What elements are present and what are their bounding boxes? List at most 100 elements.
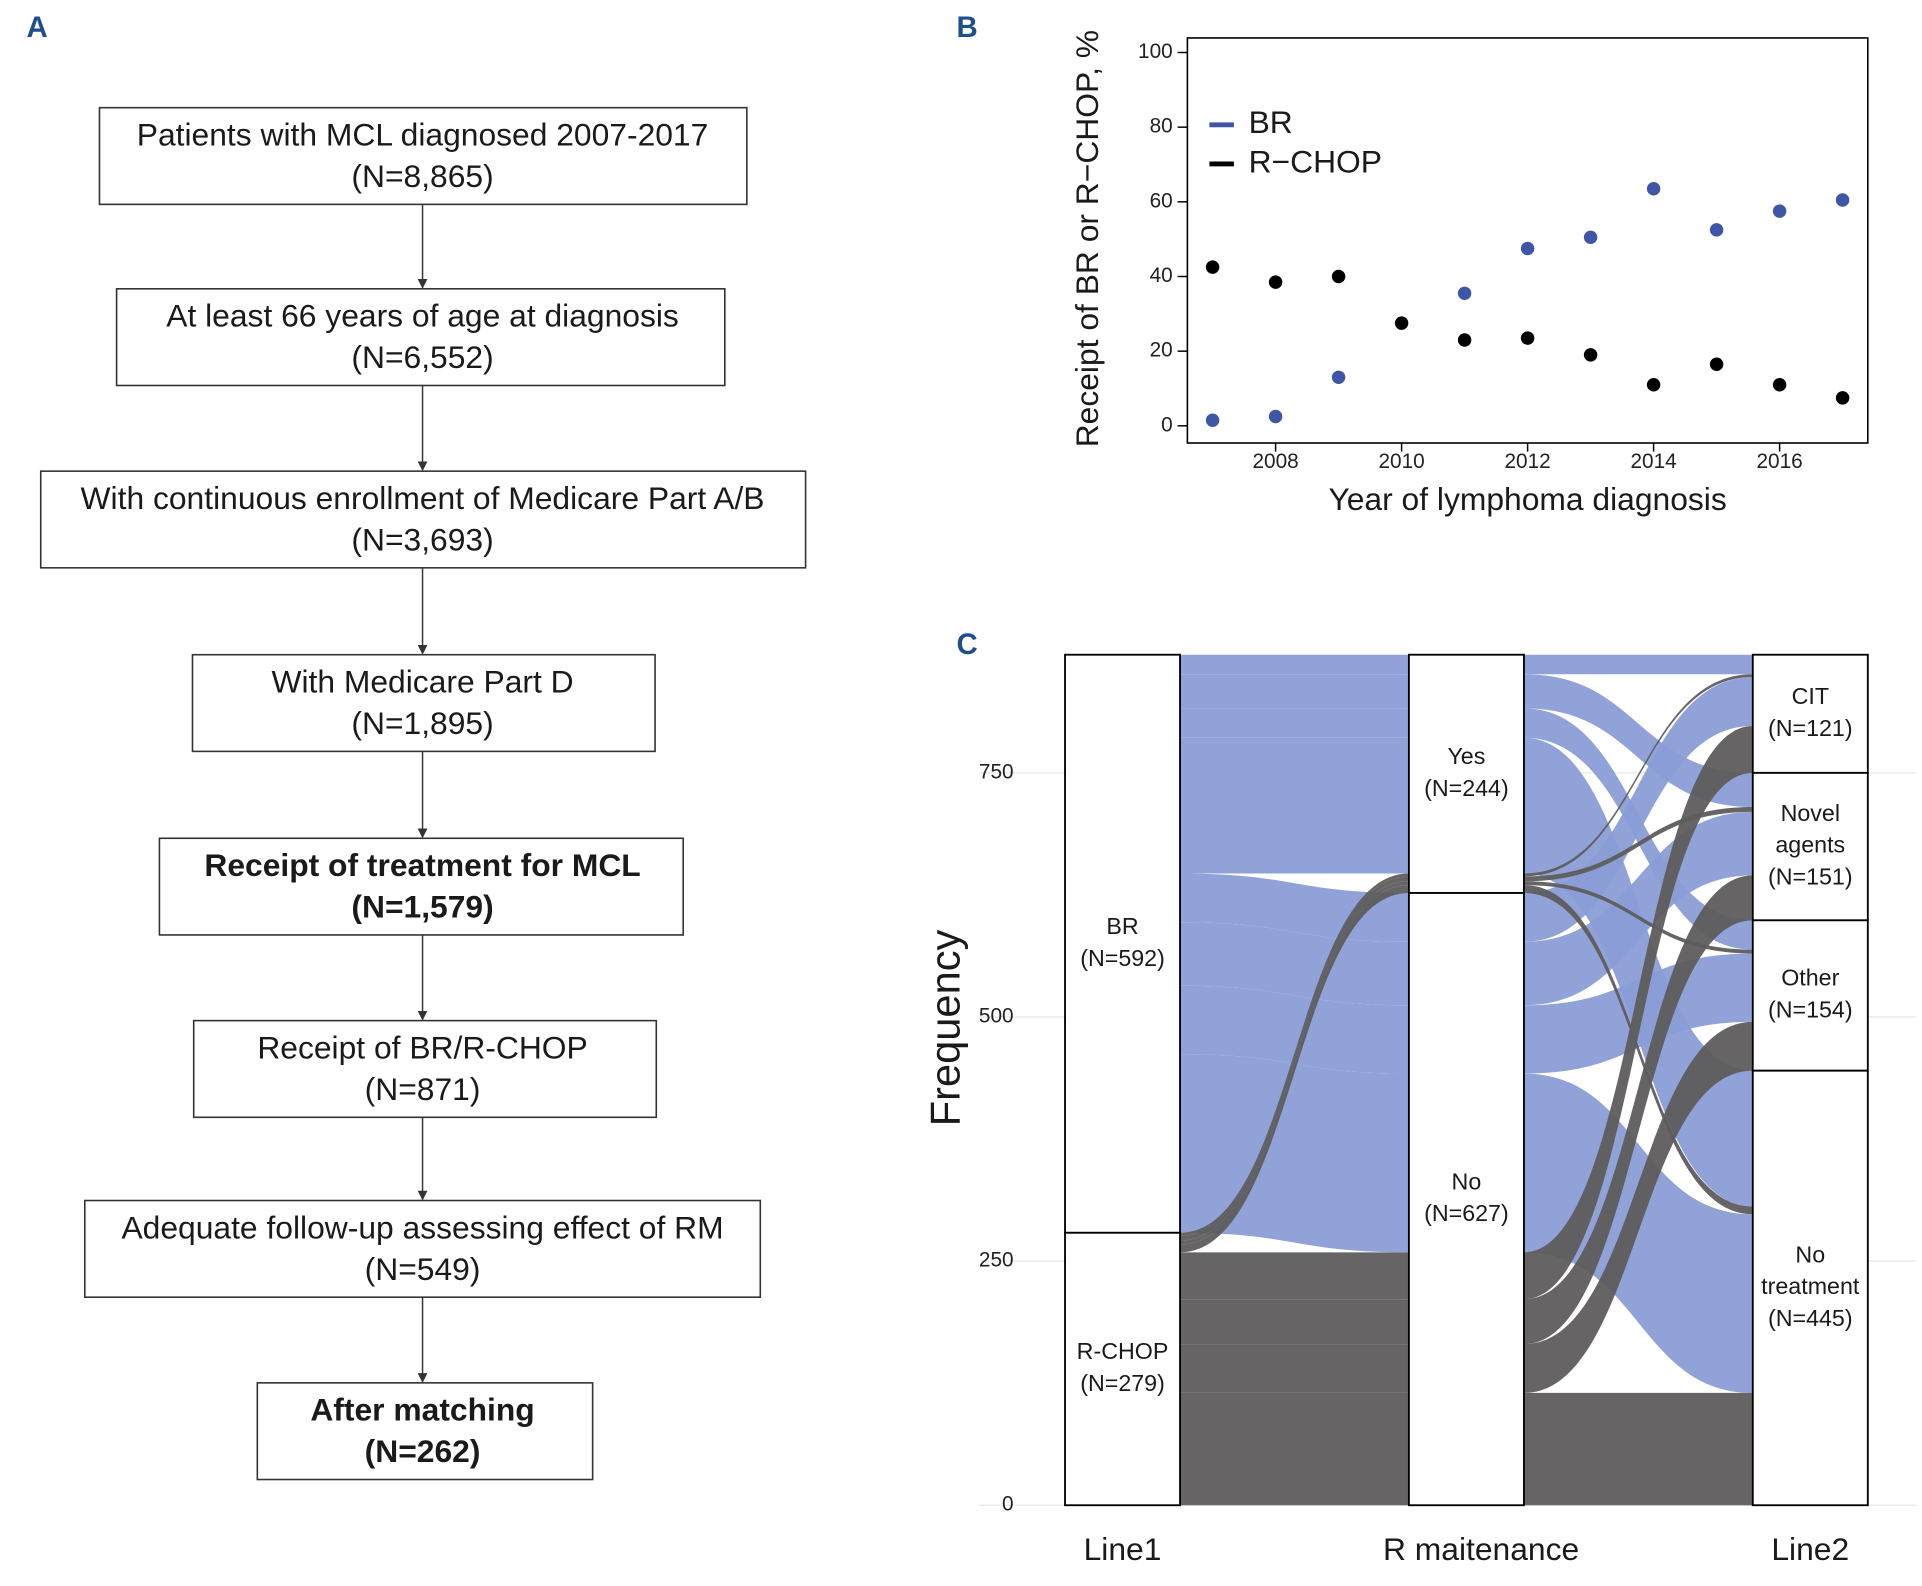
- point: [1457, 333, 1472, 347]
- y-tick-label: 100: [1138, 40, 1173, 63]
- flow: [1180, 985, 1409, 1074]
- flow-box: [256, 1382, 594, 1481]
- flow: [1180, 737, 1409, 874]
- stratum-count: (N=445): [1768, 1305, 1853, 1331]
- flow: [1523, 875, 1753, 1345]
- stratum-label: No: [1795, 1241, 1825, 1267]
- box-text: Patients with MCL diagnosed 2007-2017: [137, 116, 709, 152]
- box-text: With Medicare Part D: [271, 663, 573, 699]
- y-tick-label: 750: [979, 760, 1014, 783]
- stratum-label: Novel: [1781, 800, 1840, 826]
- flow: [1180, 885, 1409, 1253]
- y-tick-label: 250: [979, 1249, 1014, 1272]
- stratum-label: treatment: [1761, 1273, 1860, 1299]
- stratum-count: (N=151): [1768, 864, 1853, 890]
- box-text: After matching: [310, 1392, 534, 1428]
- stratum-count: (N=592): [1080, 945, 1165, 971]
- x-tick-label: 2012: [1504, 450, 1550, 473]
- x-tick-label: 2016: [1756, 450, 1802, 473]
- stratum: [1751, 653, 1869, 774]
- flow: [1180, 654, 1409, 675]
- stratum-count: (N=279): [1080, 1370, 1165, 1396]
- point: [1520, 241, 1535, 256]
- stratum-count: (N=154): [1768, 997, 1853, 1023]
- flow: [1523, 725, 1753, 1300]
- flow: [1180, 922, 1409, 1006]
- point: [1205, 413, 1220, 427]
- point: [1520, 331, 1535, 345]
- stratum: [1751, 771, 1869, 922]
- x-tick-label: 2010: [1378, 450, 1424, 473]
- box-text: (N=1,579): [351, 889, 493, 925]
- flow: [1523, 807, 1753, 882]
- y-tick-label: 80: [1150, 115, 1173, 138]
- point: [1331, 370, 1346, 385]
- stratum-count: (N=121): [1768, 715, 1853, 741]
- x-axis-label: R maitenance: [1383, 1531, 1579, 1567]
- flow: [1523, 674, 1753, 877]
- point: [1772, 378, 1787, 392]
- stratum-label: Yes: [1447, 743, 1485, 769]
- box-text: (N=8,865): [351, 158, 493, 194]
- x-tick-label: 2008: [1252, 450, 1298, 473]
- flow: [1523, 881, 1753, 954]
- box-text: (N=871): [365, 1071, 481, 1107]
- box-text: (N=262): [365, 1433, 481, 1469]
- flow: [1180, 1392, 1409, 1506]
- flow: [1180, 708, 1409, 738]
- box-text: (N=6,552): [351, 339, 493, 375]
- point: [1646, 182, 1661, 196]
- stratum-label: No: [1452, 1168, 1482, 1194]
- flow: [1523, 674, 1753, 808]
- point: [1583, 348, 1598, 362]
- box-text: Receipt of treatment for MCL: [204, 847, 640, 883]
- x-axis-label: Line2: [1771, 1531, 1849, 1567]
- y-axis-label: Receipt of BR or R−CHOP, %: [1069, 30, 1105, 447]
- legend-label: BR: [1249, 104, 1293, 140]
- flow: [1180, 876, 1409, 1241]
- point: [1646, 378, 1661, 392]
- stratum-label: Other: [1781, 965, 1839, 991]
- y-tick-label: 500: [979, 1004, 1014, 1027]
- panel-label: C: [957, 628, 978, 661]
- y-tick-label: 40: [1150, 264, 1173, 287]
- x-axis-label: Line1: [1084, 1531, 1162, 1567]
- panel-label: A: [26, 11, 47, 44]
- flow: [1523, 654, 1753, 675]
- flow: [1523, 811, 1753, 1006]
- y-tick-label: 0: [1002, 1493, 1014, 1516]
- point: [1205, 260, 1220, 274]
- point: [1268, 275, 1283, 289]
- flow: [1523, 885, 1753, 1215]
- box-text: (N=549): [365, 1251, 481, 1287]
- stratum: [1751, 919, 1869, 1072]
- flow: [1180, 1299, 1409, 1345]
- panel-label: B: [957, 11, 978, 44]
- flow: [1180, 881, 1409, 1245]
- box-text: At least 66 years of age at diagnosis: [166, 298, 679, 334]
- flow: [1180, 1344, 1409, 1393]
- flow: [1523, 1021, 1753, 1393]
- point: [1394, 316, 1409, 330]
- point: [1331, 269, 1346, 284]
- flow-box: [158, 837, 685, 936]
- stratum: [1064, 653, 1181, 1234]
- point: [1583, 230, 1598, 245]
- flow-box: [115, 288, 726, 387]
- flow: [1180, 1252, 1409, 1300]
- x-tick-label: 2014: [1630, 450, 1676, 473]
- flow-box: [192, 1019, 658, 1119]
- stratum: [1751, 1069, 1869, 1507]
- stratum: [1064, 1231, 1181, 1507]
- flow-box: [83, 1199, 762, 1298]
- stratum-count: (N=244): [1424, 775, 1509, 801]
- x-axis-label: Year of lymphoma diagnosis: [1328, 481, 1726, 517]
- flow: [1180, 873, 1409, 1236]
- plot-frame: [1186, 37, 1869, 444]
- box-text: (N=1,895): [351, 705, 493, 741]
- point: [1268, 409, 1283, 424]
- stratum-label: agents: [1775, 832, 1845, 858]
- legend-label: R−CHOP: [1249, 143, 1382, 179]
- point: [1457, 286, 1472, 301]
